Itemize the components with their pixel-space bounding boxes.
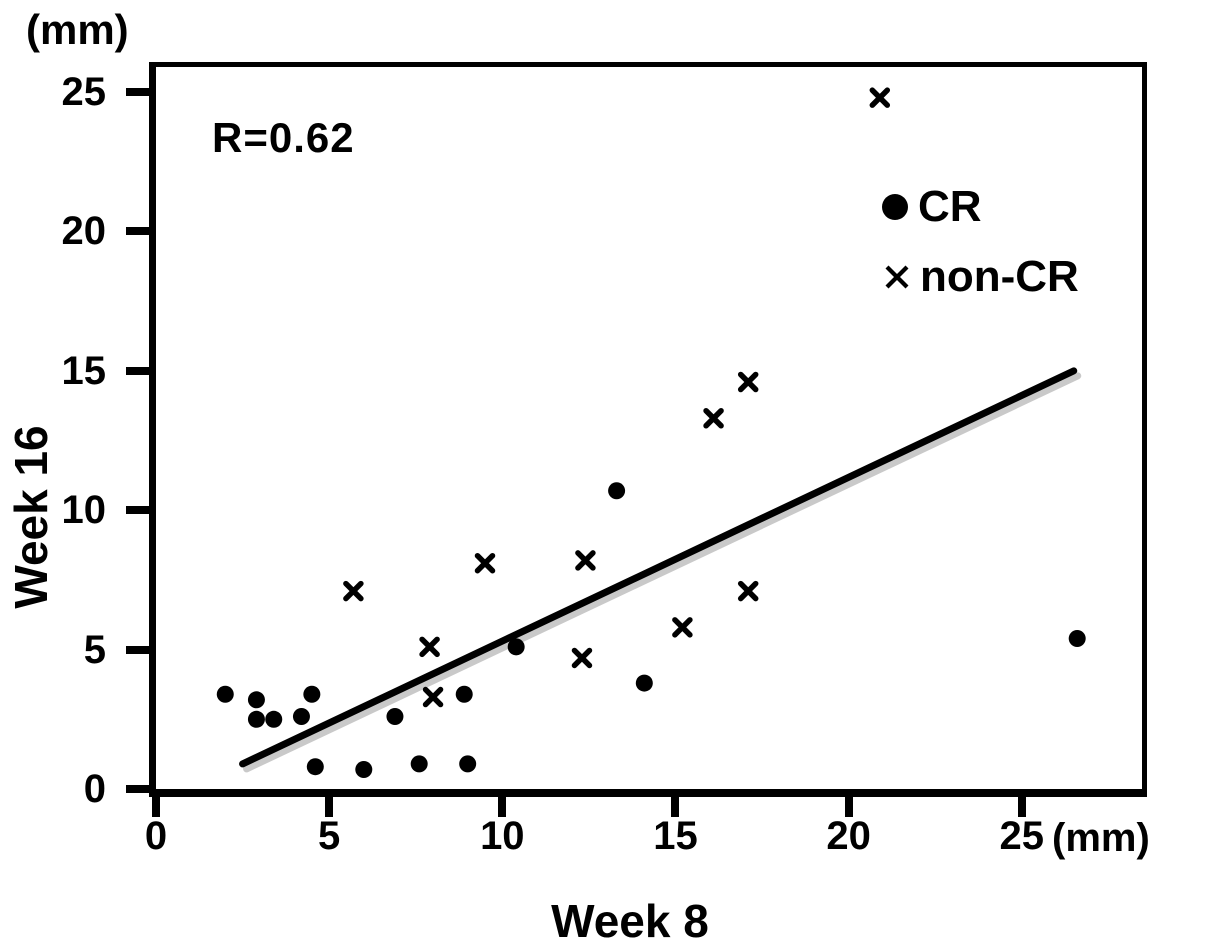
y-tick-label: 5 <box>83 627 106 672</box>
x-tick-mark <box>671 797 680 817</box>
y-axis-unit-label: (mm) <box>26 6 129 53</box>
y-tick-mark <box>126 645 149 654</box>
x-tick-label: 10 <box>480 814 525 858</box>
y-tick-label: 0 <box>83 767 106 811</box>
y-tick-label: 25 <box>61 70 107 115</box>
x-tick-label: 25 <box>999 814 1045 858</box>
y-tick-mark <box>126 366 149 375</box>
legend: CR non-CR <box>882 178 1079 318</box>
x-tick-mark <box>152 797 160 817</box>
y-tick-label: 20 <box>61 209 107 254</box>
x-tick-mark <box>498 797 507 817</box>
legend-label-non-cr: non-CR <box>920 252 1079 301</box>
correlation-annotation: R=0.62 <box>212 114 355 161</box>
y-tick-label: 15 <box>61 348 107 393</box>
y-tick-label: 10 <box>61 488 107 533</box>
x-tick-label: 20 <box>826 814 871 858</box>
circle-marker-icon <box>882 194 908 220</box>
y-tick-mark <box>126 506 149 515</box>
legend-item-cr: CR <box>882 178 1079 236</box>
legend-label-cr: CR <box>918 182 982 231</box>
x-axis-title: Week 8 <box>551 895 709 947</box>
x-tick-mark <box>325 797 334 817</box>
x-marker-icon <box>885 265 909 289</box>
x-tick-mark <box>844 797 853 817</box>
x-axis-unit-label: (mm) <box>1052 816 1150 860</box>
y-tick-mark <box>126 227 149 236</box>
x-tick-label: 5 <box>318 814 341 858</box>
x-tick-label: 15 <box>653 814 698 858</box>
plot-area <box>149 62 1147 797</box>
x-tick-mark <box>1017 797 1026 817</box>
legend-item-non-cr: non-CR <box>882 248 1079 306</box>
x-tick-label: 0 <box>144 814 168 858</box>
y-tick-mark <box>126 88 149 97</box>
y-tick-mark <box>126 785 149 793</box>
